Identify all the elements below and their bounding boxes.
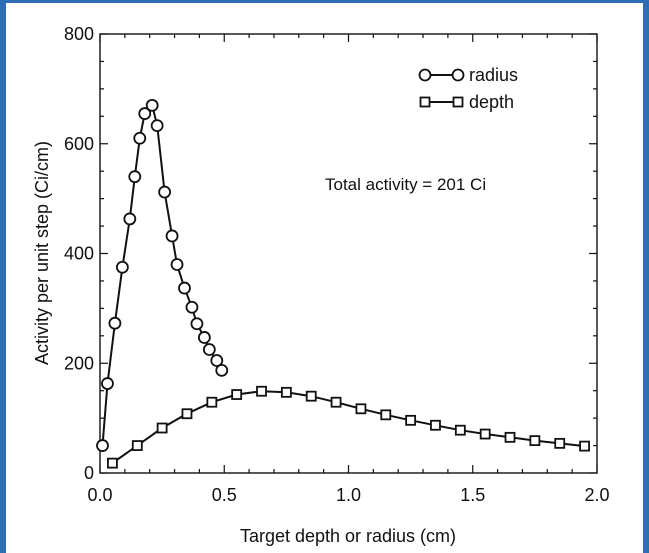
data-point-depth	[405, 414, 417, 426]
data-point-radius	[197, 331, 211, 344]
legend-label-radius: radius	[469, 65, 518, 85]
data-point-radius	[215, 363, 229, 377]
data-point-depth	[529, 435, 541, 447]
axis-tick-labels: 0.0 0.5 1.0 1.5 2.0 0 200 400 600 800	[64, 24, 610, 505]
legend-marker-radius	[451, 68, 465, 82]
data-point-radius	[108, 316, 122, 330]
data-point-depth	[131, 440, 143, 451]
legend-marker-radius	[418, 68, 432, 82]
data-point-depth	[454, 424, 466, 436]
series-radius	[96, 98, 229, 452]
y-tick-label: 0	[84, 463, 94, 483]
data-point-depth	[107, 457, 118, 469]
data-point-depth	[554, 437, 566, 449]
series-layer	[96, 98, 590, 469]
data-point-radius	[202, 343, 216, 356]
y-tick-label: 800	[64, 24, 94, 44]
series-line-radius	[101, 103, 223, 446]
data-point-depth	[330, 396, 342, 408]
data-point-radius	[185, 300, 199, 314]
legend: radius depth	[418, 65, 518, 112]
data-point-depth	[256, 385, 267, 397]
data-point-radius	[190, 317, 204, 331]
x-tick-label: 0.5	[212, 485, 237, 505]
data-point-depth	[280, 386, 292, 398]
data-point-radius	[165, 229, 179, 243]
x-tick-label: 1.0	[336, 485, 361, 505]
series-depth	[107, 385, 590, 469]
data-point-depth	[380, 409, 392, 421]
data-point-depth	[430, 419, 441, 431]
data-point-depth	[479, 428, 491, 440]
x-tick-label: 1.5	[460, 485, 485, 505]
y-tick-label: 200	[64, 353, 94, 373]
y-axis-label: Activity per unit step (Ci/cm)	[32, 141, 52, 365]
data-point-radius	[158, 185, 172, 199]
data-point-depth	[305, 390, 317, 402]
data-point-radius	[210, 354, 224, 367]
legend-marker-depth	[419, 96, 431, 108]
data-point-radius	[115, 260, 129, 274]
data-point-radius	[123, 212, 137, 226]
data-point-radius	[133, 131, 147, 145]
data-point-radius	[101, 377, 114, 390]
series-line-depth	[111, 390, 585, 464]
data-point-depth	[231, 389, 243, 400]
y-tick-label: 600	[64, 134, 94, 154]
data-point-depth	[156, 422, 168, 434]
data-point-radius	[96, 439, 109, 452]
data-point-radius	[128, 170, 142, 184]
data-point-depth	[181, 408, 193, 420]
x-axis-label: Target depth or radius (cm)	[240, 526, 456, 546]
data-point-radius	[145, 98, 159, 112]
x-tick-label: 0.0	[87, 485, 112, 505]
legend-label-depth: depth	[469, 92, 514, 112]
data-point-depth	[579, 440, 590, 452]
data-point-radius	[170, 258, 184, 271]
annotation: Total activity = 201 Ci	[325, 175, 486, 194]
data-point-depth	[206, 396, 218, 408]
data-point-radius	[138, 107, 152, 120]
data-point-depth	[504, 431, 516, 443]
data-point-depth	[355, 403, 367, 415]
legend-marker-depth	[452, 96, 464, 108]
data-point-radius	[178, 281, 191, 295]
y-tick-label: 400	[64, 244, 94, 264]
axis-ticks	[99, 33, 598, 474]
data-point-radius	[150, 119, 164, 133]
x-tick-label: 2.0	[584, 485, 609, 505]
